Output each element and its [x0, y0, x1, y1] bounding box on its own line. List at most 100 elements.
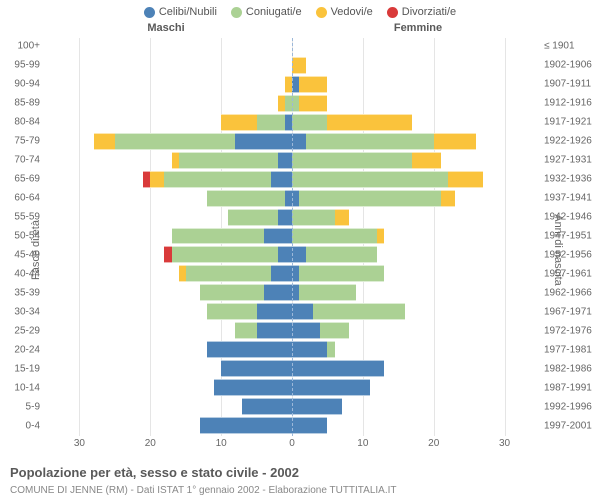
segment-single	[292, 303, 313, 320]
segment-married	[306, 133, 434, 150]
segment-widowed	[441, 190, 455, 207]
segment-single	[292, 133, 306, 150]
female-bar	[292, 76, 540, 93]
birth-year-label: 1997-2001	[540, 420, 592, 431]
age-label: 30-34	[14, 306, 44, 317]
segment-divorced	[143, 171, 150, 188]
female-bar	[292, 341, 540, 358]
legend-dot-icon	[316, 7, 327, 18]
age-label: 45-49	[14, 249, 44, 260]
segment-single	[292, 190, 299, 207]
female-bar	[292, 57, 540, 74]
age-label: 95-99	[14, 60, 44, 71]
segment-married	[299, 190, 441, 207]
segment-single	[285, 190, 292, 207]
female-bar	[292, 246, 540, 263]
x-axis: 3020100102030	[44, 438, 540, 452]
female-bar	[292, 190, 540, 207]
segment-single	[221, 360, 292, 377]
segment-married	[292, 152, 412, 169]
segment-single	[264, 284, 292, 301]
legend-label: Divorziati/e	[402, 6, 456, 18]
female-bar	[292, 114, 540, 131]
segment-widowed	[94, 133, 115, 150]
segment-single	[200, 417, 292, 434]
legend-label: Celibi/Nubili	[159, 6, 217, 18]
birth-year-label: 1942-1946	[540, 212, 592, 223]
age-label: 35-39	[14, 287, 44, 298]
segment-widowed	[221, 114, 256, 131]
birth-year-label: 1927-1931	[540, 155, 592, 166]
segment-married	[313, 303, 405, 320]
segment-single	[292, 265, 299, 282]
legend-dot-icon	[144, 7, 155, 18]
segment-widowed	[412, 152, 440, 169]
male-bar	[44, 341, 292, 358]
male-bar	[44, 379, 292, 396]
segment-married	[115, 133, 235, 150]
segment-single	[278, 246, 292, 263]
male-bar	[44, 284, 292, 301]
segment-widowed	[172, 152, 179, 169]
segment-married	[179, 152, 278, 169]
male-bar	[44, 303, 292, 320]
header-male: Maschi	[40, 22, 292, 34]
birth-year-label: 1907-1911	[540, 79, 591, 90]
segment-widowed	[285, 76, 292, 93]
male-bar	[44, 190, 292, 207]
birth-year-label: 1962-1966	[540, 287, 592, 298]
birth-year-label: 1932-1936	[540, 174, 592, 185]
segment-married	[327, 341, 334, 358]
segment-married	[186, 265, 271, 282]
legend-item: Vedovi/e	[316, 6, 373, 18]
age-label: 80-84	[14, 117, 44, 128]
segment-widowed	[434, 133, 477, 150]
female-bar	[292, 228, 540, 245]
segment-widowed	[292, 57, 306, 74]
segment-single	[292, 360, 384, 377]
male-bar	[44, 133, 292, 150]
age-label: 60-64	[14, 193, 44, 204]
male-bar	[44, 246, 292, 263]
birth-year-label: 1972-1976	[540, 325, 592, 336]
legend-dot-icon	[387, 7, 398, 18]
female-bar	[292, 95, 540, 112]
segment-single	[257, 303, 292, 320]
segment-single	[278, 152, 292, 169]
age-label: 70-74	[14, 155, 44, 166]
male-bar	[44, 57, 292, 74]
segment-widowed	[448, 171, 483, 188]
x-tick-label: 0	[289, 438, 295, 449]
chart-subtitle: COMUNE DI JENNE (RM) - Dati ISTAT 1° gen…	[10, 485, 397, 496]
male-bar	[44, 360, 292, 377]
male-bar	[44, 209, 292, 226]
legend-item: Divorziati/e	[387, 6, 456, 18]
female-bar	[292, 398, 540, 415]
female-bar	[292, 417, 540, 434]
birth-year-label: 1922-1926	[540, 136, 592, 147]
legend-dot-icon	[231, 7, 242, 18]
segment-married	[306, 246, 377, 263]
female-bar	[292, 38, 540, 55]
birth-year-label: 1917-1921	[540, 117, 592, 128]
age-label: 0-4	[26, 420, 44, 431]
segment-widowed	[179, 265, 186, 282]
age-label: 75-79	[14, 136, 44, 147]
female-bar	[292, 303, 540, 320]
segment-married	[299, 284, 356, 301]
male-bar	[44, 38, 292, 55]
birth-year-label: 1982-1986	[540, 363, 592, 374]
legend-label: Coniugati/e	[246, 6, 302, 18]
segment-married	[172, 228, 264, 245]
segment-widowed	[299, 76, 327, 93]
birth-year-label: 1977-1981	[540, 344, 592, 355]
female-bar	[292, 265, 540, 282]
segment-single	[242, 398, 292, 415]
male-bar	[44, 152, 292, 169]
male-bar	[44, 76, 292, 93]
female-bar	[292, 284, 540, 301]
age-label: 50-54	[14, 230, 44, 241]
segment-single	[285, 114, 292, 131]
age-label: 5-9	[26, 401, 44, 412]
segment-widowed	[377, 228, 384, 245]
